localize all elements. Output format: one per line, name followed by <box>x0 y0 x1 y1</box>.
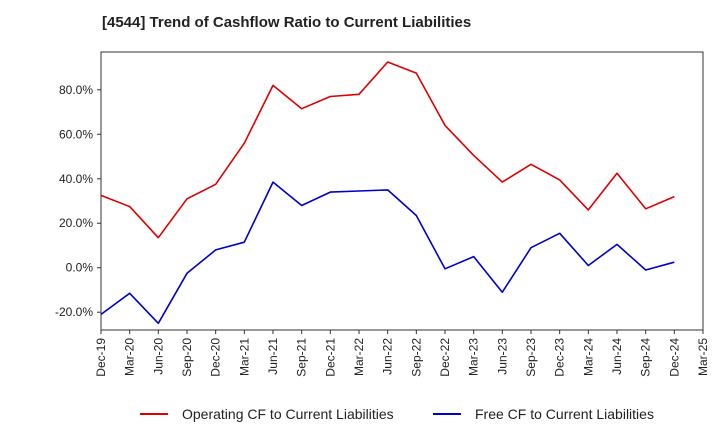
operating-cf-line <box>100 61 675 239</box>
x-tick-label: Dec-19 <box>94 338 108 377</box>
x-tick-label: Mar-25 <box>696 338 710 376</box>
y-tick-label: 60.0% <box>59 127 93 141</box>
x-tick-label: Jun-24 <box>610 338 624 375</box>
x-tick-label: Mar-23 <box>467 338 481 376</box>
x-tick-label: Sep-22 <box>409 338 423 377</box>
legend-operating-cf-label: Operating CF to Current Liabilities <box>182 406 394 422</box>
x-tick-label: Jun-22 <box>381 338 395 375</box>
x-tick-label: Dec-23 <box>553 338 567 377</box>
x-tick-label: Dec-22 <box>438 338 452 377</box>
x-tick-label: Sep-21 <box>295 338 309 377</box>
free-cf-line <box>100 181 675 325</box>
x-tick-label: Mar-20 <box>123 338 137 376</box>
series-lines <box>100 61 675 325</box>
x-tick-label: Mar-24 <box>581 338 595 376</box>
legend: Operating CF to Current Liabilities Free … <box>140 406 654 422</box>
x-tick-label: Sep-20 <box>180 338 194 377</box>
legend-free-cf-label: Free CF to Current Liabilities <box>475 406 654 422</box>
x-tick-label: Mar-22 <box>352 338 366 376</box>
x-tick-label: Dec-24 <box>667 338 681 377</box>
plot-area-frame <box>100 51 704 331</box>
y-tick-label: 0.0% <box>66 261 94 275</box>
x-tick-label: Dec-21 <box>323 338 337 377</box>
x-tick-label: Jun-20 <box>151 338 165 375</box>
x-tick-label: Jun-21 <box>266 338 280 375</box>
y-tick-label: 80.0% <box>59 83 93 97</box>
x-tick-label: Jun-23 <box>495 338 509 375</box>
x-tick-label: Sep-23 <box>524 338 538 377</box>
axes: Dec-19 Mar-20 Jun-20 Sep-20 Dec-20 Mar-21 Jun-… <box>55 51 710 377</box>
x-tick-label: Sep-24 <box>639 338 653 377</box>
chart-title: [4544] Trend of Cashflow Ratio to Curren… <box>102 14 472 31</box>
y-tick-label: 40.0% <box>59 172 93 186</box>
x-tick-label: Dec-20 <box>209 338 223 377</box>
x-tick-label: Mar-21 <box>237 338 251 376</box>
y-tick-label: 20.0% <box>59 216 93 230</box>
y-tick-label: -20.0% <box>55 305 93 319</box>
